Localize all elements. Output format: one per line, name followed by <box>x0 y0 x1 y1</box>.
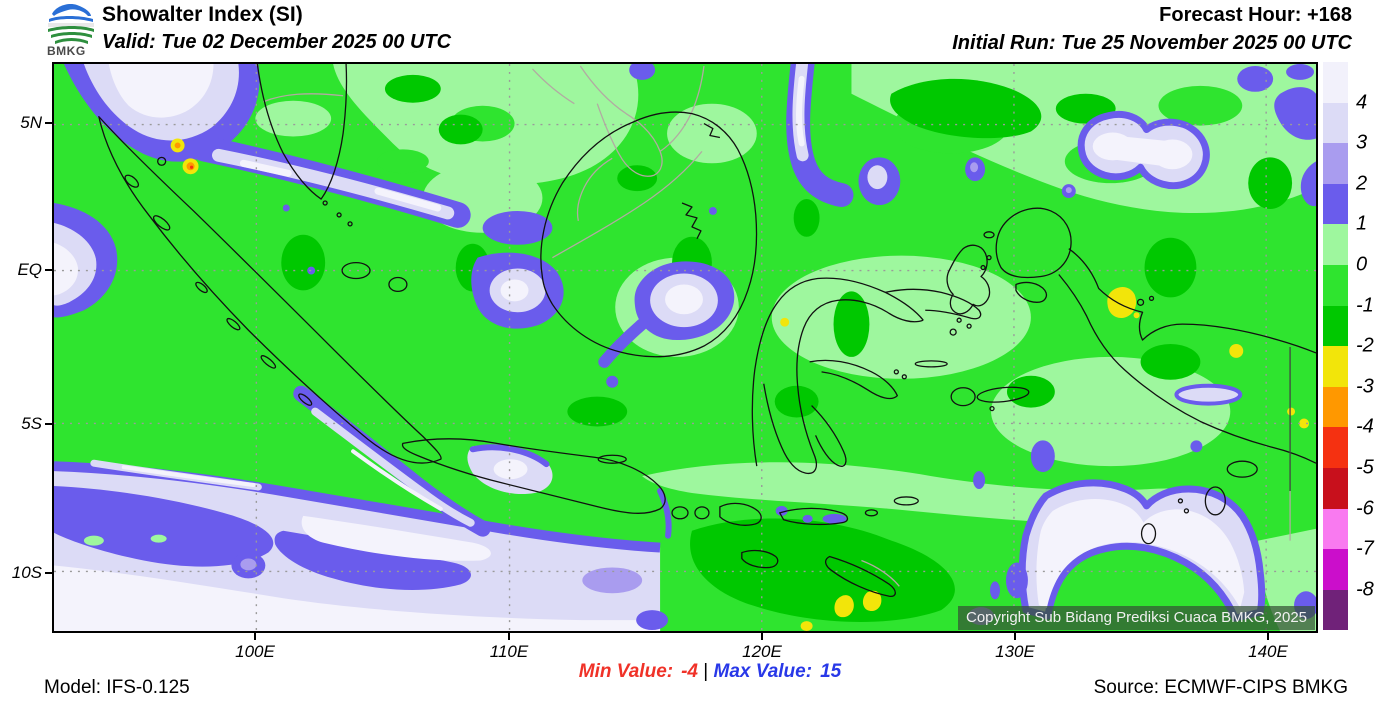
colorbar-tick-label: -1 <box>1356 294 1374 317</box>
min-value-label: Min Value: <box>578 661 674 682</box>
colorbar-tick-label: 3 <box>1356 131 1368 154</box>
source-label: Source: ECMWF-CIPS BMKG <box>1093 677 1348 698</box>
coastlines <box>98 64 1316 597</box>
colorbar-segment <box>1323 346 1348 387</box>
lon-label: 120E <box>742 642 782 661</box>
colorbar-tick-label: -2 <box>1356 334 1374 357</box>
min-value: -4 <box>681 661 698 682</box>
colorbar-segment <box>1323 589 1348 631</box>
colorbar-segment <box>1323 386 1348 428</box>
lon-label: 100E <box>235 642 275 661</box>
bmkg-logo-icon <box>48 4 94 44</box>
minmax-line: Min Value: -4 | Max Value: 15 <box>430 661 990 683</box>
colorbar-tick-label: 1 <box>1356 212 1368 235</box>
lat-label: 5S <box>21 414 42 433</box>
lat-label: 5N <box>20 113 42 132</box>
colorbar-segment <box>1323 264 1348 306</box>
max-value-label: Max Value: <box>713 661 813 682</box>
lat-label: 10S <box>11 563 42 582</box>
lon-label: 130E <box>995 642 1035 661</box>
minmax-separator: | <box>703 661 709 682</box>
yellow-spots <box>170 138 1310 631</box>
bmkg-logo: BMKG <box>44 2 98 58</box>
lon-tick <box>508 633 510 640</box>
page-title: Showalter Index (SI) <box>102 3 303 26</box>
valid-time-label: Valid: Tue 02 December 2025 00 UTC <box>102 31 452 53</box>
initial-run-label: Initial Run: Tue 25 November 2025 00 UTC <box>952 32 1352 54</box>
colorbar-segment <box>1323 62 1348 103</box>
colorbar-segment <box>1323 102 1348 144</box>
lat-tick <box>45 423 52 425</box>
colorbar-segment <box>1323 305 1348 347</box>
lon-tick <box>761 633 763 640</box>
colorbar-tick-label: 2 <box>1356 172 1368 195</box>
lat-tick <box>45 269 52 271</box>
colorbar-tick-label: -4 <box>1356 415 1374 438</box>
lat-label: EQ <box>17 260 42 279</box>
colorbar-tick-label: -7 <box>1356 537 1374 560</box>
purple-contours <box>54 64 1316 631</box>
colorbar-tick-label: -5 <box>1356 456 1374 479</box>
colorbar-segment <box>1323 427 1348 468</box>
colorbar-tick-label: 0 <box>1356 253 1368 276</box>
forecast-hour-label: Forecast Hour: +168 <box>1159 4 1352 26</box>
colorbar-segment <box>1323 508 1348 550</box>
colorbar-tick-label: -8 <box>1356 578 1374 601</box>
colorbar-segment <box>1323 467 1348 509</box>
lon-label: 140E <box>1248 642 1288 661</box>
lat-tick <box>45 572 52 574</box>
colorbar-tick-label: -3 <box>1356 375 1374 398</box>
forecast-map-canvas <box>54 64 1316 631</box>
lon-tick <box>1014 633 1016 640</box>
colorbar-segment <box>1323 549 1348 590</box>
lon-tick <box>1267 633 1269 640</box>
country-borders <box>263 65 1291 587</box>
colorbar-tick-label: -6 <box>1356 497 1374 520</box>
colorbar-segment <box>1323 224 1348 265</box>
bmkg-logo-label: BMKG <box>47 44 86 58</box>
lat-tick <box>45 122 52 124</box>
forecast-map: Copyright Sub Bidang Prediksi Cuaca BMKG… <box>52 62 1318 633</box>
lon-label: 110E <box>489 642 529 661</box>
colorbar-segment <box>1323 183 1348 225</box>
colorbar <box>1323 62 1348 631</box>
copyright-watermark: Copyright Sub Bidang Prediksi Cuaca BMKG… <box>957 606 1315 630</box>
model-label: Model: IFS-0.125 <box>44 677 190 698</box>
colorbar-tick-label: 4 <box>1356 91 1368 114</box>
max-value: 15 <box>820 661 842 682</box>
lon-tick <box>254 633 256 640</box>
colorbar-segment <box>1323 143 1348 184</box>
